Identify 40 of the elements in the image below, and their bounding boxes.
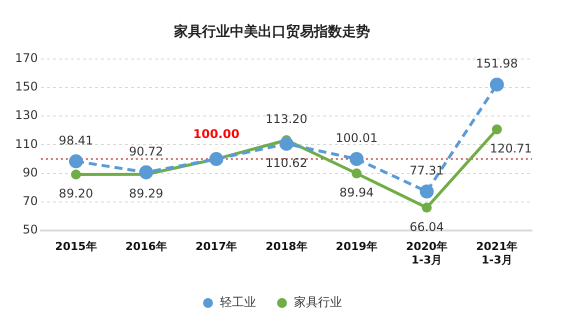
data-label: 98.41: [58, 133, 94, 148]
y-tick-label: 130: [15, 108, 38, 122]
y-tick-label: 110: [15, 136, 38, 151]
data-label: 77.31: [410, 164, 444, 178]
x-tick-label: 2015年: [55, 240, 97, 254]
data-label: 89.29: [128, 186, 164, 200]
x-tick-label: 2021年 1-3月: [476, 240, 518, 266]
x-tick-label: 2018年: [266, 240, 308, 254]
point: [352, 168, 362, 178]
point: [68, 154, 83, 168]
x-tick-label: 2020年 1-3月: [406, 240, 448, 266]
data-label: 89.20: [58, 186, 94, 201]
point: [350, 152, 364, 166]
chart-title: 家具行业中美出口贸易指数走势: [173, 23, 370, 40]
point: [139, 165, 154, 180]
data-label: 100.01: [336, 131, 378, 146]
point: [70, 169, 81, 180]
point: [422, 202, 432, 213]
legend-label: 家具行业: [294, 295, 342, 310]
point: [420, 184, 434, 198]
annotation: 100.00: [193, 127, 240, 142]
y-tick-label: 90: [22, 165, 38, 180]
data-label: 89.94: [339, 186, 374, 200]
x-tick-label: 2019年: [336, 240, 378, 254]
data-label: 113.20: [265, 112, 308, 126]
y-tick-label: 70: [22, 194, 38, 208]
legend-label: 轻工业: [220, 295, 256, 310]
data-label: 66.04: [410, 220, 444, 234]
x-tick-label: 2017年: [195, 240, 238, 254]
point: [490, 78, 504, 92]
data-label: 110.62: [265, 156, 308, 170]
point: [279, 136, 294, 151]
point: [492, 124, 502, 134]
y-tick-label: 50: [22, 222, 38, 237]
x-tick-label: 2016年: [125, 240, 167, 254]
data-label: 90.72: [128, 144, 164, 158]
data-label: 120.71: [490, 141, 532, 156]
y-tick-label: 170: [15, 50, 38, 65]
y-tick-label: 150: [15, 80, 38, 94]
data-label: 151.98: [476, 56, 518, 71]
